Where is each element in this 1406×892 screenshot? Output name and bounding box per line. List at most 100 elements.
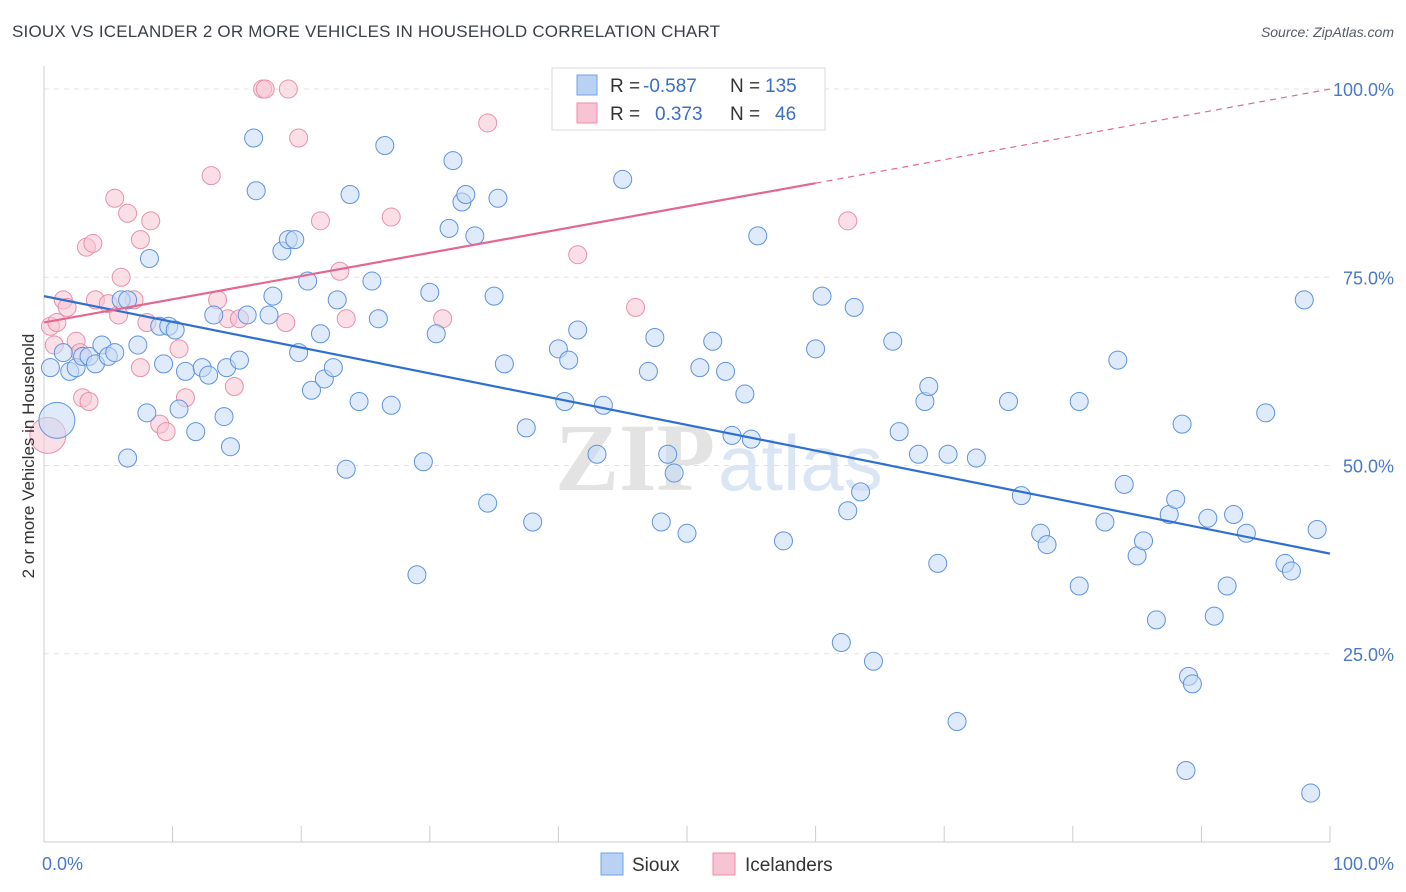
sioux-point-56 <box>426 324 446 344</box>
trend-line-icelanders <box>43 182 816 324</box>
sioux-point-22 <box>175 361 195 381</box>
sioux-point-48 <box>349 392 369 412</box>
sioux-point-42 <box>310 324 330 344</box>
sioux-point-115 <box>1134 531 1154 551</box>
series-legend-label-icelanders: Icelanders <box>745 855 833 876</box>
sioux-point-89 <box>806 339 826 359</box>
sioux-point-132 <box>1307 520 1327 540</box>
sioux-point-32 <box>244 128 264 148</box>
sioux-point-87 <box>748 226 768 246</box>
icelanders-point-40 <box>478 113 498 133</box>
icelanders-point-38 <box>381 207 401 227</box>
sioux-point-110 <box>1069 576 1089 596</box>
legend-swatch-sioux <box>576 74 598 96</box>
icelanders-point-14 <box>105 188 125 208</box>
sioux-point-96 <box>883 331 903 351</box>
series-legend-swatch-sioux <box>600 852 624 876</box>
sioux-point-34 <box>259 305 279 325</box>
icelanders-point-33 <box>278 79 298 99</box>
sioux-point-71 <box>568 320 588 340</box>
sioux-point-123 <box>1198 508 1218 528</box>
sioux-point-46 <box>336 459 356 479</box>
icelanders-point-3 <box>47 312 67 332</box>
sioux-point-62 <box>478 493 498 513</box>
sioux-point-25 <box>199 365 219 385</box>
sioux-point-18 <box>154 354 174 374</box>
sioux-point-98 <box>908 444 928 464</box>
sioux-point-124 <box>1204 606 1224 626</box>
sioux-point-49 <box>362 271 382 291</box>
sioux-point-122 <box>1182 674 1202 694</box>
sioux-point-29 <box>220 437 240 457</box>
sioux-point-83 <box>716 361 736 381</box>
sioux-point-128 <box>1256 403 1276 423</box>
sioux-point-72 <box>587 444 607 464</box>
icelanders-point-10 <box>79 392 99 412</box>
icelanders-point-11 <box>83 233 103 253</box>
source-label: Source: ZipAtlas.com <box>1260 24 1394 40</box>
sioux-point-79 <box>664 463 684 483</box>
sioux-point-112 <box>1108 350 1128 370</box>
sioux-point-16 <box>139 248 159 268</box>
icelanders-point-37 <box>336 309 356 329</box>
sioux-point-126 <box>1224 504 1244 524</box>
sioux-point-108 <box>1037 535 1057 555</box>
sioux-point-14 <box>128 335 148 355</box>
sioux-point-41 <box>301 380 321 400</box>
y-tick-label-25: 25.0% <box>1343 645 1394 665</box>
sioux-point-93 <box>844 297 864 317</box>
y-axis-title: 2 or more Vehicles in Household <box>19 334 38 579</box>
icelanders-point-34 <box>289 128 309 148</box>
sioux-point-50 <box>368 309 388 329</box>
sioux-point-33 <box>246 181 266 201</box>
sioux-point-47 <box>340 184 360 204</box>
icelanders-point-45 <box>276 312 296 332</box>
icelanders-point-22 <box>141 211 161 231</box>
sioux-point-30 <box>229 350 249 370</box>
legend-n-value-sioux: 135 <box>765 76 797 97</box>
sioux-point-125 <box>1217 576 1237 596</box>
sioux-point-130 <box>1281 561 1301 581</box>
sioux-point-116 <box>1146 610 1166 630</box>
legend-n-label-icelanders: N = <box>730 104 760 125</box>
sioux-point-23 <box>186 422 206 442</box>
icelanders-point-25 <box>169 339 189 359</box>
sioux-point-0 <box>38 401 76 439</box>
sioux-point-13 <box>118 448 138 468</box>
sioux-point-127 <box>1236 523 1256 543</box>
y-tick-label-100: 100.0% <box>1333 80 1394 100</box>
sioux-point-100 <box>919 376 939 396</box>
grid-lines <box>44 88 1330 655</box>
axes <box>43 66 1331 843</box>
sioux-point-92 <box>838 501 858 521</box>
legend-n-value-icelanders: 46 <box>775 104 796 125</box>
sioux-point-12 <box>118 290 138 310</box>
icelanders-point-16 <box>111 267 131 287</box>
sioux-point-90 <box>812 286 832 306</box>
sioux-point-106 <box>1011 486 1031 506</box>
icelanders-point-20 <box>130 230 150 250</box>
icelanders-point-35 <box>310 211 330 231</box>
sioux-point-51 <box>375 136 395 156</box>
sioux-point-119 <box>1172 414 1192 434</box>
sioux-point-95 <box>863 651 883 671</box>
sioux-point-105 <box>999 392 1018 412</box>
icelanders-point-5 <box>57 297 77 317</box>
y-tick-label-50: 50.0% <box>1343 457 1394 477</box>
sioux-point-94 <box>851 482 871 502</box>
sioux-point-75 <box>638 361 658 381</box>
icelanders-point-17 <box>118 203 138 223</box>
sioux-point-61 <box>465 226 485 246</box>
icelanders-point-27 <box>201 166 221 186</box>
sioux-point-53 <box>407 565 427 585</box>
trend-line-icelanders-extension <box>815 88 1331 184</box>
sioux-point-45 <box>327 290 347 310</box>
sioux-point-55 <box>420 282 440 302</box>
legend-r-label-icelanders: R = <box>610 104 640 125</box>
sioux-point-44 <box>323 358 343 378</box>
sioux-point-67 <box>523 512 543 532</box>
sioux-point-2 <box>53 343 73 363</box>
sioux-point-27 <box>214 407 234 427</box>
icelanders-point-24 <box>156 422 176 442</box>
